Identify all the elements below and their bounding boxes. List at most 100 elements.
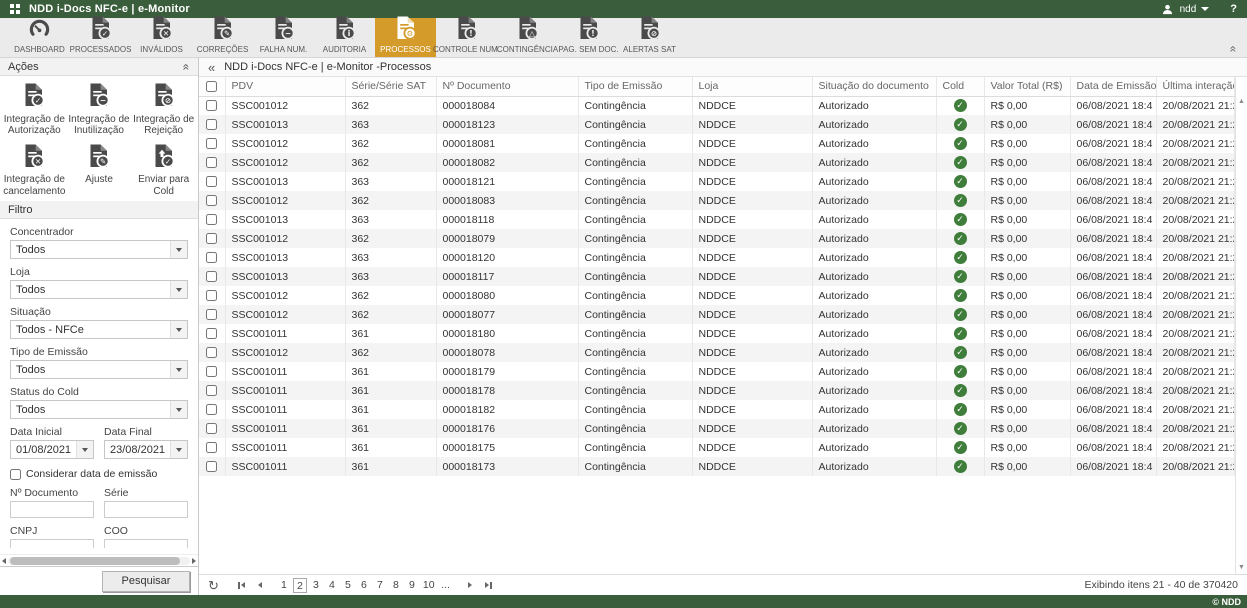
row-checkbox[interactable]: [206, 423, 218, 435]
table-row[interactable]: SSC001011 361 000018176 Contingência NDDCE Au…: [199, 419, 1235, 438]
table-row[interactable]: SSC001013 363 000018117 Contingência NDDCE Au…: [199, 267, 1235, 286]
table-row[interactable]: SSC001011 361 000018180 Contingência NDDCE Au…: [199, 324, 1235, 343]
table-row[interactable]: SSC001011 361 000018178 Contingência NDDCE Au…: [199, 381, 1235, 400]
table-vertical-scrollbar[interactable]: ▲ ▼: [1234, 77, 1247, 574]
row-checkbox[interactable]: [206, 347, 218, 359]
row-checkbox[interactable]: [206, 138, 218, 150]
cnpj-input[interactable]: [10, 539, 94, 548]
table-row[interactable]: SSC001011 361 000018175 Contingência NDDCE Au…: [199, 438, 1235, 457]
select-all-checkbox[interactable]: [206, 80, 218, 92]
toolbar-tab[interactable]: △ CONTINGÊNCIA: [497, 16, 558, 57]
toolbar-tab[interactable]: ✓ PROCESSADOS: [70, 16, 131, 57]
toolbar-tab[interactable]: ! PAG. SEM DOC.: [558, 16, 619, 57]
pesquisar-button[interactable]: Pesquisar: [102, 570, 190, 592]
column-header[interactable]: Data de Emissão: [1070, 77, 1157, 97]
page-number[interactable]: 7: [376, 578, 383, 591]
page-number[interactable]: 6: [360, 578, 367, 591]
filter-select[interactable]: Todos: [10, 280, 188, 299]
collapse-sidebar-icon[interactable]: «: [208, 59, 216, 75]
table-row[interactable]: SSC001013 363 000018123 Contingência NDDCE Au…: [199, 115, 1235, 134]
toolbar-tab[interactable]: ⊘ ALERTAS SAT: [619, 16, 680, 57]
page-number[interactable]: 3: [312, 578, 319, 591]
column-header[interactable]: Situação do documento: [812, 77, 937, 97]
next-page-button[interactable]: [464, 582, 476, 588]
scroll-left-icon[interactable]: [2, 557, 6, 564]
action-button[interactable]: − Integração de Inutilização: [67, 83, 132, 137]
coo-input[interactable]: [104, 539, 188, 548]
collapse-actions-icon[interactable]: «: [179, 63, 194, 70]
checkbox-considerar-emissao[interactable]: Considerar data de emissão: [10, 468, 188, 480]
column-header[interactable]: PDV: [225, 77, 346, 97]
row-checkbox[interactable]: [206, 290, 218, 302]
column-header[interactable]: Cold: [936, 77, 985, 97]
row-checkbox[interactable]: [206, 366, 218, 378]
toolbar-tab[interactable]: DASHBOARD: [9, 18, 70, 57]
toolbar-tab[interactable]: ✎ CORREÇÕES: [192, 16, 253, 57]
row-checkbox[interactable]: [206, 157, 218, 169]
toolbar-tab[interactable]: ! CONTROLE NUM.: [433, 16, 500, 57]
first-page-button[interactable]: [234, 581, 249, 589]
row-checkbox[interactable]: [206, 100, 218, 112]
considerar-emissao-checkbox[interactable]: [10, 468, 21, 480]
page-number[interactable]: 1: [280, 578, 287, 591]
apps-grid-icon[interactable]: [10, 4, 20, 14]
table-row[interactable]: SSC001012 362 000018082 Contingência NDDCE Au…: [199, 153, 1235, 172]
scroll-up-icon[interactable]: ▲: [1238, 98, 1245, 105]
page-number[interactable]: 2: [292, 577, 307, 593]
table-row[interactable]: SSC001012 362 000018084 Contingência NDDCE Au…: [199, 96, 1235, 115]
row-checkbox[interactable]: [206, 233, 218, 245]
scrollbar-thumb[interactable]: [10, 556, 180, 565]
row-checkbox[interactable]: [206, 442, 218, 454]
row-checkbox[interactable]: [206, 271, 218, 283]
page-number[interactable]: 10: [422, 578, 435, 591]
filter-select[interactable]: Todos: [10, 240, 188, 259]
last-page-button[interactable]: [481, 581, 496, 589]
page-number[interactable]: 8: [392, 578, 399, 591]
table-row[interactable]: SSC001011 361 000018182 Contingência NDDCE Au…: [199, 400, 1235, 419]
table-row[interactable]: SSC001012 362 000018083 Contingência NDDCE Au…: [199, 191, 1235, 210]
filter-select[interactable]: Todos: [10, 400, 188, 419]
action-button[interactable]: ✓ Enviar para Cold: [131, 144, 196, 198]
table-row[interactable]: SSC001011 361 000018179 Contingência NDDCE Au…: [199, 362, 1235, 381]
column-header[interactable]: Série/Série SAT: [345, 77, 437, 97]
table-row[interactable]: SSC001013 363 000018118 Contingência NDDCE Au…: [199, 210, 1235, 229]
table-row[interactable]: SSC001012 362 000018081 Contingência NDDCE Au…: [199, 134, 1235, 153]
table-row[interactable]: SSC001013 363 000018120 Contingência NDDCE Au…: [199, 248, 1235, 267]
row-checkbox[interactable]: [206, 176, 218, 188]
row-checkbox[interactable]: [206, 309, 218, 321]
user-menu[interactable]: ndd: [1180, 4, 1210, 15]
action-button[interactable]: ✓ Integração de Autorização: [2, 83, 67, 137]
filter-select[interactable]: Todos: [10, 360, 188, 379]
column-header[interactable]: Tipo de Emissão: [578, 77, 693, 97]
scroll-right-icon[interactable]: [192, 557, 196, 564]
date-start-picker[interactable]: 01/08/2021: [10, 440, 94, 459]
page-number[interactable]: 4: [328, 578, 335, 591]
table-row[interactable]: SSC001012 362 000018078 Contingência NDDCE Au…: [199, 343, 1235, 362]
row-checkbox[interactable]: [206, 461, 218, 473]
page-number[interactable]: 9: [408, 578, 415, 591]
action-button[interactable]: ✕ Integração de cancelamento: [2, 144, 67, 198]
previous-page-button[interactable]: [254, 582, 266, 588]
row-checkbox[interactable]: [206, 404, 218, 416]
table-row[interactable]: SSC001011 361 000018173 Contingência NDDCE Au…: [199, 457, 1235, 476]
toolbar-tab[interactable]: ⚙ PROCESSOS: [375, 16, 436, 57]
toolbar-tab[interactable]: ✕ INVÁLIDOS: [131, 16, 192, 57]
table-row[interactable]: SSC001012 362 000018079 Contingência NDDCE Au…: [199, 229, 1235, 248]
row-checkbox[interactable]: [206, 195, 218, 207]
filter-select[interactable]: Todos - NFCe: [10, 320, 188, 339]
column-header[interactable]: Loja: [692, 77, 813, 97]
page-number[interactable]: 5: [344, 578, 351, 591]
column-header[interactable]: Valor Total (R$): [984, 77, 1071, 97]
table-row[interactable]: SSC001013 363 000018121 Contingência NDDCE Au…: [199, 172, 1235, 191]
table-row[interactable]: SSC001012 362 000018077 Contingência NDDCE Au…: [199, 305, 1235, 324]
row-checkbox[interactable]: [206, 328, 218, 340]
action-button[interactable]: ⊘ Integração de Rejeição: [131, 83, 196, 137]
refresh-icon[interactable]: ↻: [208, 577, 219, 593]
date-end-picker[interactable]: 23/08/2021: [104, 440, 188, 459]
action-button[interactable]: ✎ Ajuste: [67, 144, 132, 198]
scroll-down-icon[interactable]: ▼: [1238, 564, 1245, 571]
serie-input[interactable]: [104, 501, 188, 518]
toolbar-collapse-icon[interactable]: «: [1226, 45, 1241, 53]
doc-number-input[interactable]: [10, 501, 94, 518]
row-checkbox[interactable]: [206, 119, 218, 131]
